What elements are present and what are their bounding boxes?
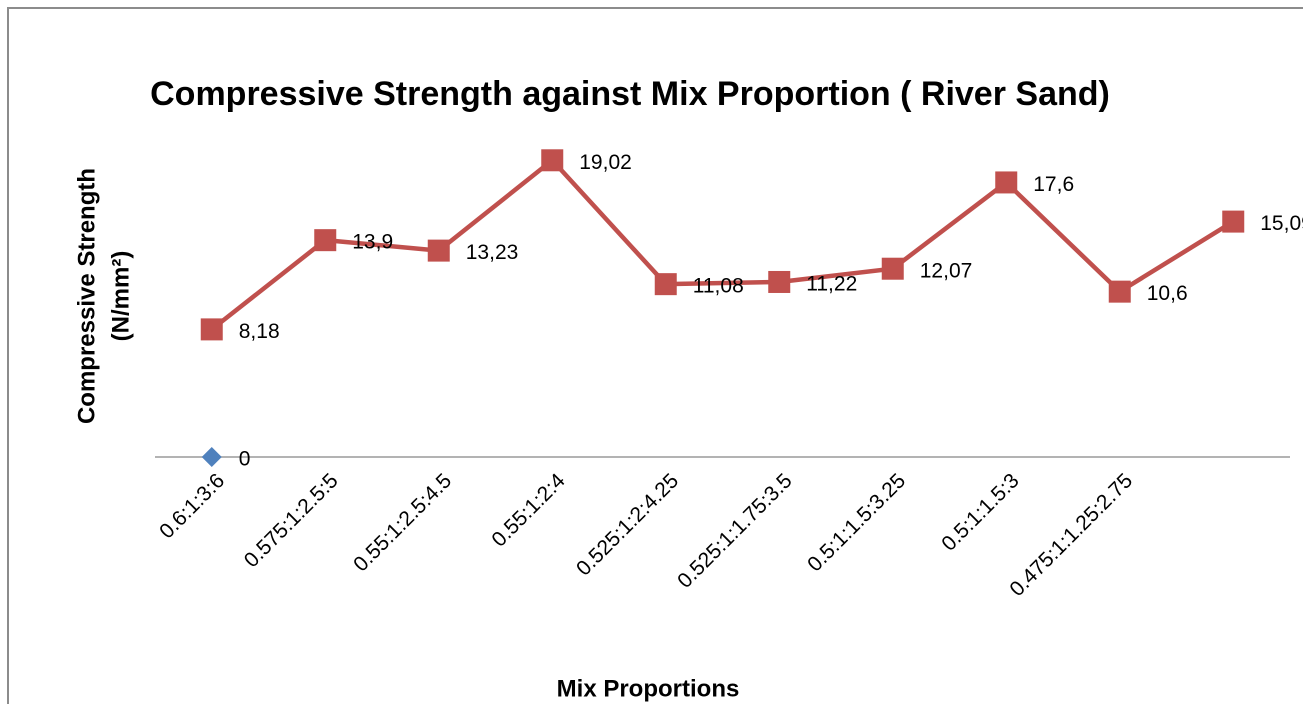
- y-axis-title-line: Compressive Strength: [73, 168, 100, 424]
- data-label: 13,9: [352, 231, 393, 254]
- y-axis-title: Compressive Strength (N/mm²): [73, 168, 134, 424]
- point-marker: [881, 257, 904, 280]
- point-marker: [427, 239, 450, 262]
- data-label: 11,08: [693, 275, 744, 298]
- data-label: 17,6: [1033, 173, 1074, 196]
- data-label: 13,23: [466, 241, 519, 264]
- point-marker: [995, 171, 1018, 194]
- point-marker: [200, 318, 223, 341]
- point-marker: [768, 270, 791, 293]
- point-marker: [314, 229, 337, 252]
- data-label: 8,18: [239, 320, 280, 343]
- data-label: 10,6: [1147, 282, 1188, 305]
- chart-frame: [7, 7, 1303, 704]
- point-marker: [1108, 280, 1131, 303]
- data-label: 19,02: [579, 151, 632, 174]
- point-marker: [541, 149, 564, 172]
- data-label: 15,09: [1260, 212, 1303, 235]
- point-marker: [654, 273, 677, 296]
- chart-title: Compressive Strength against Mix Proport…: [150, 75, 1110, 113]
- x-axis-title: Mix Proportions: [557, 675, 740, 702]
- data-label: 12,07: [920, 259, 973, 282]
- y-axis-title-line: (N/mm²): [107, 251, 134, 342]
- point-marker: [201, 447, 222, 467]
- point-marker: [1222, 210, 1245, 233]
- data-label: 0: [239, 448, 251, 471]
- data-label: 11,22: [806, 273, 857, 296]
- series-line: [210, 158, 1235, 332]
